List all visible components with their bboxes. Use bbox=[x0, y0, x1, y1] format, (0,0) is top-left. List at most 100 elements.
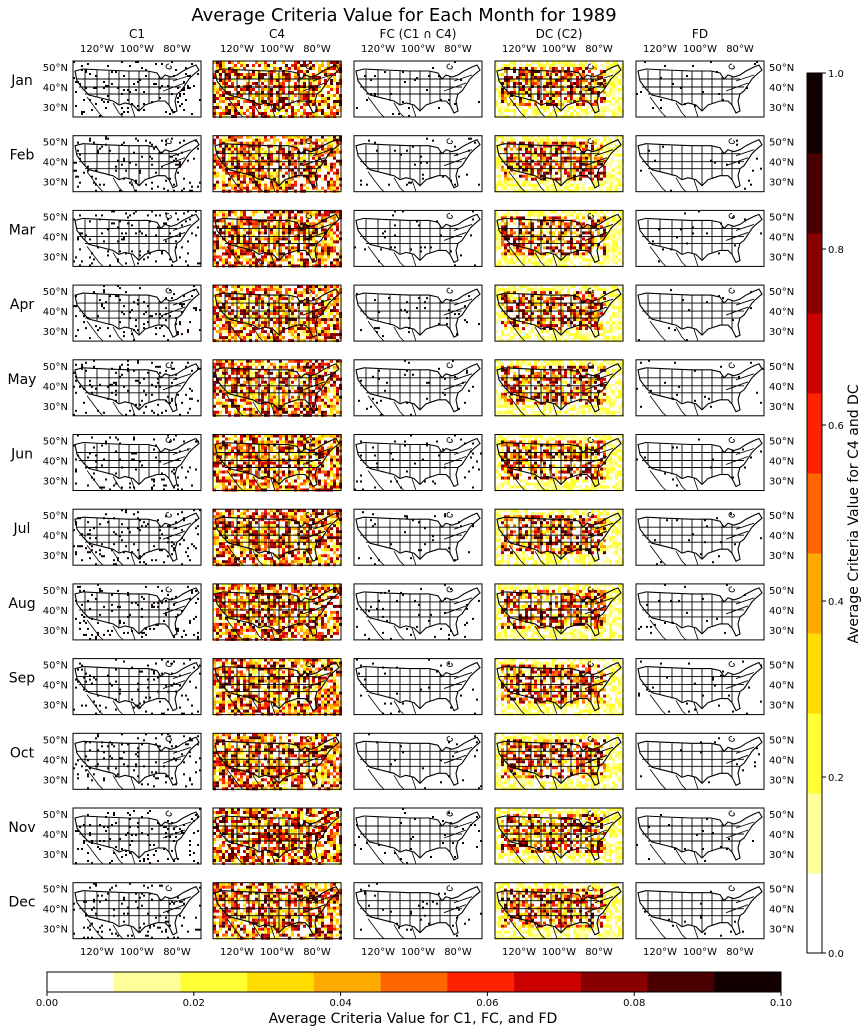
lat-tick-label: 50°N bbox=[43, 212, 68, 223]
lat-tick-label: 40°N bbox=[43, 755, 68, 766]
lat-tick-label: 50°N bbox=[43, 63, 68, 74]
map-panel bbox=[353, 807, 483, 865]
map-panel bbox=[353, 732, 483, 790]
panel-frame bbox=[635, 284, 765, 342]
lon-tick-label: 80°W bbox=[585, 947, 613, 958]
panel-frame bbox=[494, 882, 624, 940]
map-panel bbox=[635, 135, 765, 193]
lat-tick-label: 50°N bbox=[43, 586, 68, 597]
map-panel bbox=[353, 583, 483, 641]
panel-frame bbox=[635, 508, 765, 566]
panel-frame bbox=[72, 882, 202, 940]
lat-tick-label: 40°N bbox=[769, 905, 794, 916]
map-panel bbox=[212, 60, 342, 118]
lon-tick-label: 100°W bbox=[401, 947, 435, 958]
lat-tick-label: 40°N bbox=[769, 307, 794, 318]
map-panel bbox=[212, 658, 342, 716]
figure-title: Average Criteria Value for Each Month fo… bbox=[191, 5, 616, 26]
colorbar-bin bbox=[807, 153, 822, 234]
lat-tick-label: 50°N bbox=[769, 212, 794, 223]
panel-frame bbox=[353, 284, 483, 342]
lat-tick-label: 40°N bbox=[769, 755, 794, 766]
lat-tick-label: 30°N bbox=[43, 252, 68, 263]
lon-tick-label: 100°W bbox=[260, 947, 294, 958]
map-panel bbox=[635, 732, 765, 790]
lat-tick-label: 50°N bbox=[43, 362, 68, 373]
lat-tick-label: 50°N bbox=[43, 885, 68, 896]
lat-tick-label: 50°N bbox=[43, 661, 68, 672]
column-headers: C1 120°W 100°W 80°W C4 120°W 100°W 80°W FC (C1 ∩… bbox=[80, 27, 754, 55]
colorbar-tick-label: 0.06 bbox=[476, 998, 498, 1009]
map-panel bbox=[72, 209, 202, 267]
lat-tick-label: 40°N bbox=[43, 307, 68, 318]
colorbar-bin bbox=[380, 972, 448, 992]
lat-tick-label: 30°N bbox=[43, 626, 68, 637]
colorbar-bin bbox=[807, 393, 822, 474]
panel-frame bbox=[353, 882, 483, 940]
panel-frame bbox=[72, 359, 202, 417]
lat-tick-label: 40°N bbox=[43, 382, 68, 393]
panel-frame bbox=[212, 434, 342, 491]
map-panel bbox=[635, 434, 765, 492]
panel-frame bbox=[72, 284, 202, 342]
map-panel bbox=[72, 508, 202, 566]
colorbar-bin bbox=[580, 972, 649, 992]
colorbar-bottom: 0.00 0.02 0.04 0.06 0.08 0.10 bbox=[36, 971, 792, 1009]
lat-tick-label: 30°N bbox=[43, 775, 68, 786]
panel-frame bbox=[635, 732, 765, 790]
map-panel bbox=[212, 583, 342, 641]
map-panel bbox=[353, 284, 483, 342]
lat-tick-label: 40°N bbox=[43, 606, 68, 617]
lat-tick-label: 30°N bbox=[43, 327, 68, 338]
panel-frame bbox=[635, 583, 765, 641]
lat-tick-label: 40°N bbox=[43, 531, 68, 542]
column-header: FD bbox=[692, 27, 708, 41]
colorbar-tick-label: 0.2 bbox=[828, 773, 844, 784]
panel-frame bbox=[494, 732, 624, 790]
panel-frame bbox=[72, 508, 202, 566]
lat-tick-label: 50°N bbox=[43, 511, 68, 522]
column-header: DC (C2) bbox=[536, 27, 583, 41]
panel-frame bbox=[353, 434, 483, 491]
row-label: Apr bbox=[10, 297, 34, 313]
map-panel bbox=[494, 732, 624, 791]
map-panel bbox=[494, 60, 624, 118]
colorbar-bottom-label: Average Criteria Value for C1, FC, and F… bbox=[269, 1011, 558, 1027]
panel-frame bbox=[72, 807, 202, 865]
panel-frame bbox=[494, 284, 624, 342]
panel-frame bbox=[494, 135, 624, 193]
lat-tick-label: 30°N bbox=[43, 551, 68, 562]
map-panel bbox=[635, 882, 765, 940]
lon-tick-label: 80°W bbox=[726, 947, 754, 958]
lat-tick-label: 40°N bbox=[769, 232, 794, 243]
map-panel bbox=[353, 209, 483, 267]
panel-frame bbox=[494, 508, 624, 566]
map-panel bbox=[212, 434, 342, 492]
panel-frame bbox=[635, 135, 765, 193]
panel-frame bbox=[212, 60, 342, 118]
lon-tick-label: 80°W bbox=[444, 44, 472, 55]
lat-tick-label: 30°N bbox=[43, 701, 68, 712]
map-panel bbox=[72, 434, 202, 492]
lat-tick-label: 30°N bbox=[769, 477, 794, 488]
lon-tick-label: 100°W bbox=[260, 44, 294, 55]
lon-tick-label: 120°W bbox=[80, 947, 114, 958]
panel-frame bbox=[353, 209, 483, 267]
lat-tick-label: 50°N bbox=[769, 885, 794, 896]
panel-frame bbox=[635, 60, 765, 118]
lon-tick-label: 80°W bbox=[163, 947, 191, 958]
panel-frame bbox=[72, 60, 202, 118]
lat-tick-label: 40°N bbox=[43, 830, 68, 841]
map-panel bbox=[635, 583, 765, 641]
lat-tick-label: 30°N bbox=[769, 775, 794, 786]
map-panel bbox=[353, 359, 483, 417]
panel-frame bbox=[635, 658, 765, 716]
colorbar-bin bbox=[807, 553, 822, 634]
colorbar-bin bbox=[247, 972, 315, 992]
lat-tick-label: 30°N bbox=[43, 103, 68, 114]
lat-tick-label: 40°N bbox=[769, 158, 794, 169]
colorbar-tick-label: 0.02 bbox=[183, 998, 205, 1009]
row-label: Dec bbox=[8, 895, 35, 911]
panel-frame bbox=[635, 359, 765, 417]
lat-tick-label: 50°N bbox=[769, 138, 794, 149]
